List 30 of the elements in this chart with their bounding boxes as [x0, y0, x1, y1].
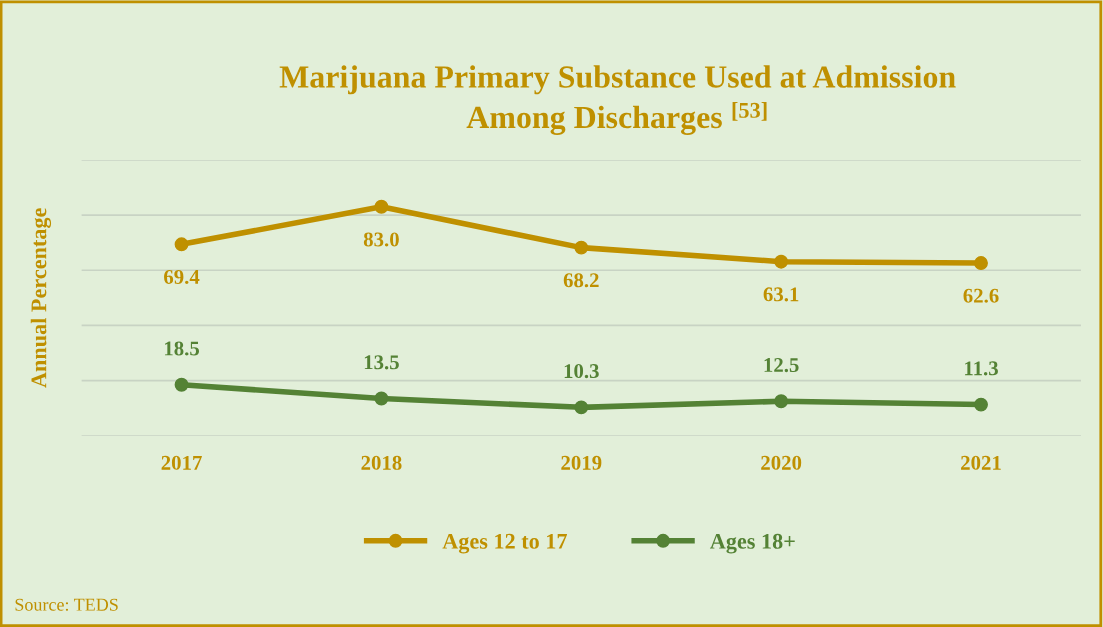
x-tick-label: 2020	[761, 455, 802, 470]
point	[774, 394, 789, 409]
data-label: 13.5	[364, 355, 399, 370]
data-label: 10.3	[564, 364, 599, 379]
source-note: Source: TEDS	[15, 598, 118, 611]
data-label: 18.5	[164, 341, 200, 356]
data-label: 68.2	[563, 273, 599, 288]
point	[574, 240, 589, 255]
point	[174, 377, 189, 392]
legend-label: Ages 18+	[709, 533, 795, 554]
data-label: 83.0	[363, 232, 399, 247]
data-label: 11.3	[965, 361, 998, 376]
point	[974, 397, 988, 412]
data-label: 12.5	[764, 358, 799, 373]
data-label: 63.1	[763, 287, 799, 302]
point	[174, 237, 189, 252]
legend-label: Ages 12 to 17	[442, 533, 567, 554]
x-tick-label: 2019	[561, 455, 602, 470]
point	[374, 391, 389, 406]
point	[974, 256, 988, 271]
x-tick-label: 2021	[961, 455, 1001, 470]
chart-title: Marijuana Primary Substance Used at Admission Among Discharges $^{[53]}$	[279, 65, 956, 135]
point	[374, 199, 389, 214]
data-label: 62.6	[963, 288, 999, 303]
x-tick-label: 2018	[361, 455, 402, 470]
y-axis-title: Annual Percentage	[30, 208, 52, 388]
data-label: 69.4	[164, 269, 200, 285]
point	[574, 400, 589, 415]
point	[774, 254, 789, 269]
x-tick-label: 2017	[161, 455, 202, 470]
